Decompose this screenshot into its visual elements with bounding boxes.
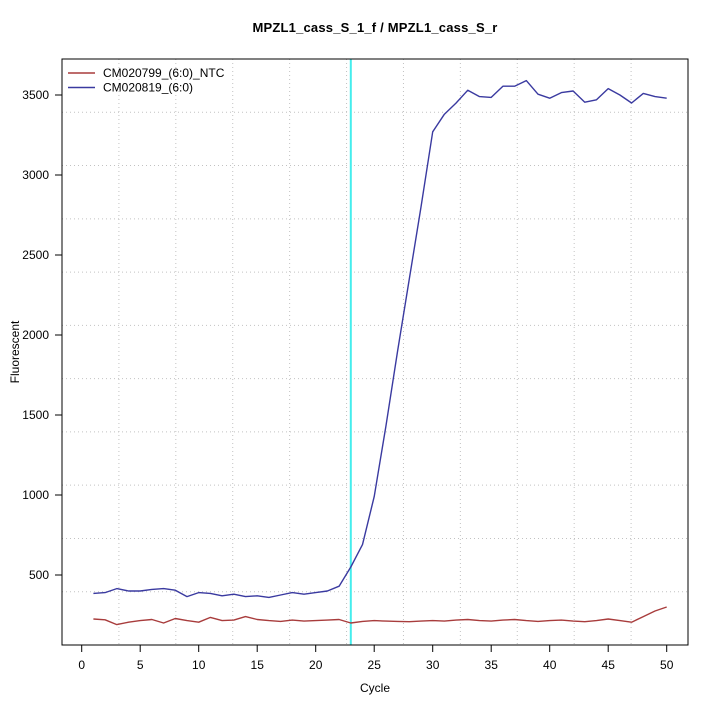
x-tick-label: 45 [602, 658, 616, 672]
y-tick-label: 2500 [22, 248, 49, 262]
x-tick-label: 0 [78, 658, 85, 672]
legend-label: CM020819_(6:0) [103, 81, 193, 95]
y-tick-label: 3500 [22, 88, 49, 102]
plot-border [61, 58, 689, 646]
x-tick-label: 25 [368, 658, 382, 672]
y-tick-label: 1000 [22, 488, 49, 502]
y-tick-label: 500 [29, 568, 49, 582]
legend-label: CM020799_(6:0)_NTC [103, 66, 225, 80]
x-tick-label: 35 [485, 658, 499, 672]
x-axis-title: Cycle [359, 681, 390, 695]
x-tick-label: 5 [137, 658, 144, 672]
x-tick-label: 15 [251, 658, 265, 672]
y-tick-label: 1500 [22, 408, 49, 422]
y-tick-label: 2000 [22, 328, 49, 342]
series-curve [93, 606, 667, 626]
chart-title: MPZL1_cass_S_1_f / MPZL1_cass_S_r [252, 20, 498, 35]
y-tick-label: 3000 [22, 168, 49, 182]
x-tick-label: 50 [660, 658, 674, 672]
x-tick-label: 40 [543, 658, 557, 672]
series-curve [93, 79, 667, 599]
x-tick-label: 30 [426, 658, 440, 672]
x-tick-label: 20 [309, 658, 323, 672]
y-axis-title-text: Fluorescent [8, 320, 22, 384]
x-tick-label: 10 [192, 658, 206, 672]
